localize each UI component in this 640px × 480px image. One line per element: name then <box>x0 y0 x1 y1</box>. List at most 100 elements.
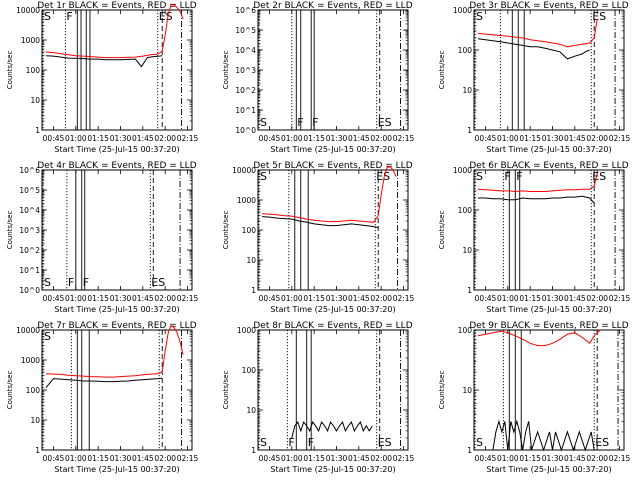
x-tick-label: 00:45 <box>259 294 281 303</box>
y-tick-label: 10^0 <box>19 286 40 295</box>
x-tick-label: 01:00 <box>497 454 519 463</box>
x-tick-label: 01:30 <box>542 294 564 303</box>
y-tick-label: 100 <box>458 46 473 55</box>
x-tick-label: 01:00 <box>497 134 519 143</box>
x-tick-label: 01:30 <box>110 454 132 463</box>
series-line-lld <box>45 324 184 378</box>
panel-det-2: Det 2r BLACK = Events, RED = LLD Counts/s… <box>222 1 415 154</box>
x-tick-label: 02:15 <box>393 134 415 143</box>
x-tick-label: 00:45 <box>475 454 497 463</box>
panel-det-4: Det 4r BLACK = Events, RED = LLD Counts/s… <box>6 161 199 314</box>
x-tick-label: 00:45 <box>259 454 281 463</box>
y-axis-label: Counts/sec <box>6 51 14 90</box>
panel-title: Det 8r BLACK = Events, RED = LLD <box>253 321 412 331</box>
event-label: ES <box>151 276 165 289</box>
event-label: F <box>504 170 510 183</box>
series-line-events <box>478 195 595 204</box>
y-tick-label: 10000 <box>16 326 40 335</box>
panel-det-6: Det 6r BLACK = Events, RED = LLD Counts/s… <box>438 161 631 314</box>
panel-title: Det 4r BLACK = Events, RED = LLD <box>37 161 196 171</box>
panel-det-7: Det 7r BLACK = Events, RED = LLD Counts/s… <box>6 321 199 474</box>
x-axis-label: Start Time (25-Jul-15 00:37:20) <box>486 305 611 314</box>
x-tick-label: 02:00 <box>370 294 392 303</box>
x-axis-label: Start Time (25-Jul-15 00:37:20) <box>54 465 179 474</box>
x-tick-label: 01:30 <box>110 134 132 143</box>
x-tick-label: 01:45 <box>132 294 154 303</box>
x-axis-label: Start Time (25-Jul-15 00:37:20) <box>54 145 179 154</box>
y-tick-label: 1000 <box>237 326 256 335</box>
x-tick-label: 01:30 <box>326 294 348 303</box>
panel-det-9: Det 9r BLACK = Events, RED = LLD Counts/s… <box>438 321 631 474</box>
y-axis-label: Counts/sec <box>222 211 230 250</box>
x-tick-label: 01:00 <box>281 294 303 303</box>
x-tick-label: 02:15 <box>393 294 415 303</box>
x-tick-label: 00:45 <box>475 134 497 143</box>
panel-title: Det 9r BLACK = Events, RED = LLD <box>469 321 628 331</box>
x-tick-label: 01:45 <box>564 294 586 303</box>
y-tick-label: 1 <box>251 446 256 455</box>
x-tick-label: 01:30 <box>326 454 348 463</box>
y-tick-label: 10 <box>30 96 40 105</box>
y-tick-label: 10^1 <box>235 106 256 115</box>
series-line-events <box>45 55 163 68</box>
x-tick-label: 00:45 <box>43 294 65 303</box>
x-tick-label: 01:45 <box>564 134 586 143</box>
y-tick-label: 100 <box>26 386 41 395</box>
panel-title: Det 1r BLACK = Events, RED = LLD <box>37 1 196 11</box>
x-tick-label: 01:15 <box>303 134 325 143</box>
y-tick-label: 10 <box>462 386 472 395</box>
series-line-lld <box>261 166 397 223</box>
plot-frame <box>257 329 409 451</box>
plot-frame <box>473 169 625 291</box>
y-tick-label: 10000 <box>232 166 256 175</box>
y-tick-label: 100 <box>242 226 257 235</box>
y-tick-label: 1000 <box>237 196 256 205</box>
event-label: S <box>44 276 51 289</box>
y-tick-label: 10 <box>30 416 40 425</box>
panel-det-3: Det 3r BLACK = Events, RED = LLD Counts/s… <box>438 1 631 154</box>
y-tick-label: 1000 <box>453 166 472 175</box>
y-tick-label: 10^6 <box>235 6 256 15</box>
x-tick-label: 01:15 <box>519 134 541 143</box>
plot-frame <box>41 329 193 451</box>
x-tick-label: 02:00 <box>586 134 608 143</box>
y-tick-label: 10^5 <box>235 26 256 35</box>
event-label: S <box>44 10 51 23</box>
x-tick-label: 01:45 <box>348 294 370 303</box>
event-label: S <box>476 170 483 183</box>
x-tick-label: 01:00 <box>65 134 87 143</box>
y-tick-label: 1000 <box>453 6 472 15</box>
panel-title: Det 3r BLACK = Events, RED = LLD <box>469 1 628 11</box>
x-tick-label: 00:45 <box>43 454 65 463</box>
event-label: ES <box>159 10 173 23</box>
y-tick-label: 1 <box>35 446 40 455</box>
x-tick-label: 01:00 <box>281 134 303 143</box>
event-label: ES <box>378 436 392 449</box>
x-tick-label: 01:45 <box>132 454 154 463</box>
series-line-events <box>261 216 379 229</box>
panel-title: Det 2r BLACK = Events, RED = LLD <box>253 1 412 11</box>
x-tick-label: 01:30 <box>542 134 564 143</box>
y-tick-label: 1000 <box>21 36 40 45</box>
event-label: ES <box>592 10 606 23</box>
y-axis-label: Counts/sec <box>222 51 230 90</box>
x-tick-label: 01:15 <box>87 134 109 143</box>
x-tick-label: 01:45 <box>348 454 370 463</box>
x-axis-label: Start Time (25-Jul-15 00:37:20) <box>486 145 611 154</box>
event-label: S <box>260 170 267 183</box>
plot-frame <box>41 9 193 131</box>
x-tick-label: 01:15 <box>519 454 541 463</box>
y-tick-label: 10^4 <box>235 46 256 55</box>
x-tick-label: 02:00 <box>154 454 176 463</box>
panel-title: Det 6r BLACK = Events, RED = LLD <box>469 161 628 171</box>
x-tick-label: 02:00 <box>370 134 392 143</box>
event-label: S <box>260 116 267 129</box>
y-tick-label: 10^3 <box>19 226 40 235</box>
x-tick-label: 02:15 <box>609 294 631 303</box>
x-tick-label: 01:30 <box>326 134 348 143</box>
panel-det-8: Det 8r BLACK = Events, RED = LLD Counts/s… <box>222 321 415 474</box>
x-tick-label: 01:15 <box>303 454 325 463</box>
event-label: F <box>312 116 318 129</box>
x-tick-label: 02:00 <box>370 454 392 463</box>
event-label: ES <box>595 436 609 449</box>
